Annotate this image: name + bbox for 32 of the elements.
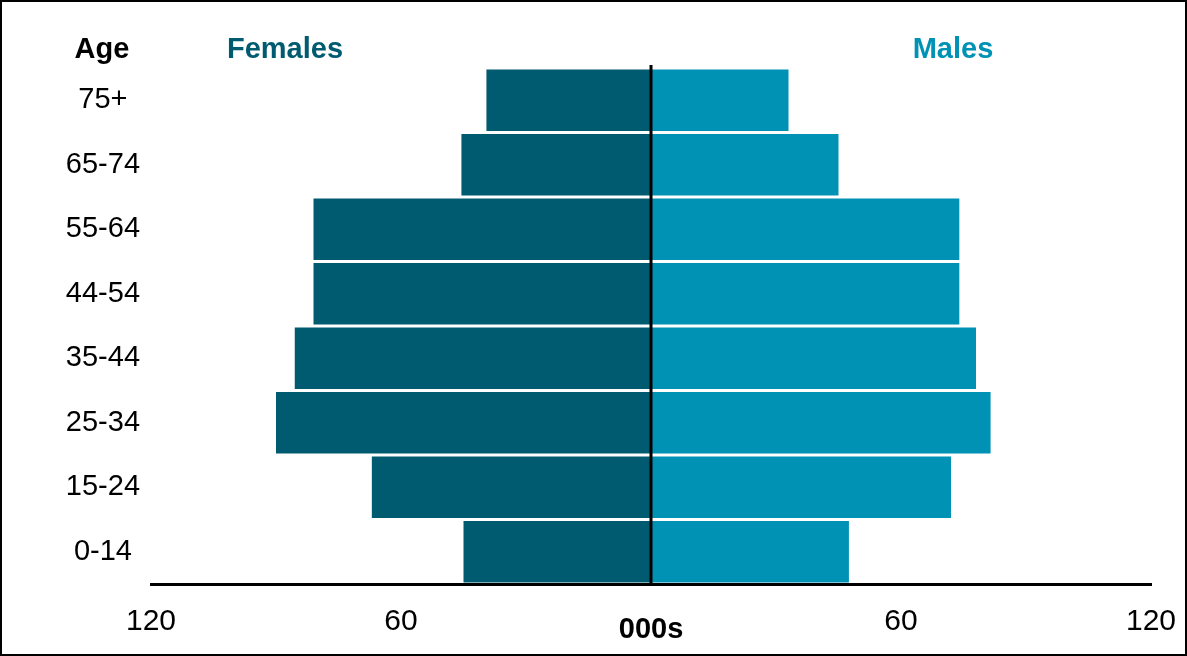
y-tick-label: 35-44 — [65, 340, 140, 373]
y-tick-label: 15-24 — [65, 469, 140, 502]
x-tick-label: 120 — [125, 603, 177, 637]
text: Males — [912, 32, 994, 64]
y-tick-label: 75+ — [78, 82, 128, 115]
bar — [313, 262, 651, 325]
y-tick-label: 44-54 — [65, 275, 140, 308]
bar — [371, 456, 651, 519]
y-axis-title: Age — [74, 32, 130, 64]
x-axis-title: 000s — [618, 612, 684, 644]
x-tick-label: 120 — [1125, 603, 1177, 637]
bar — [313, 198, 651, 261]
bar — [651, 520, 849, 583]
bar — [651, 391, 991, 454]
bar — [651, 133, 839, 196]
bar — [463, 520, 651, 583]
x-tick-label: 60 — [384, 603, 418, 637]
bar — [651, 456, 951, 519]
bar — [294, 327, 651, 390]
y-tick-label: 25-34 — [65, 404, 140, 437]
bar — [651, 69, 789, 132]
text: Females — [226, 32, 344, 64]
y-tick-label: 65-74 — [65, 146, 140, 179]
bar — [651, 262, 960, 325]
bar — [276, 391, 651, 454]
y-tick-label: 55-64 — [65, 211, 140, 244]
bar — [651, 327, 976, 390]
bar — [486, 69, 651, 132]
y-tick-label: 0-14 — [73, 533, 132, 566]
bar — [651, 198, 960, 261]
x-tick-label: 60 — [884, 603, 918, 637]
bar — [461, 133, 651, 196]
